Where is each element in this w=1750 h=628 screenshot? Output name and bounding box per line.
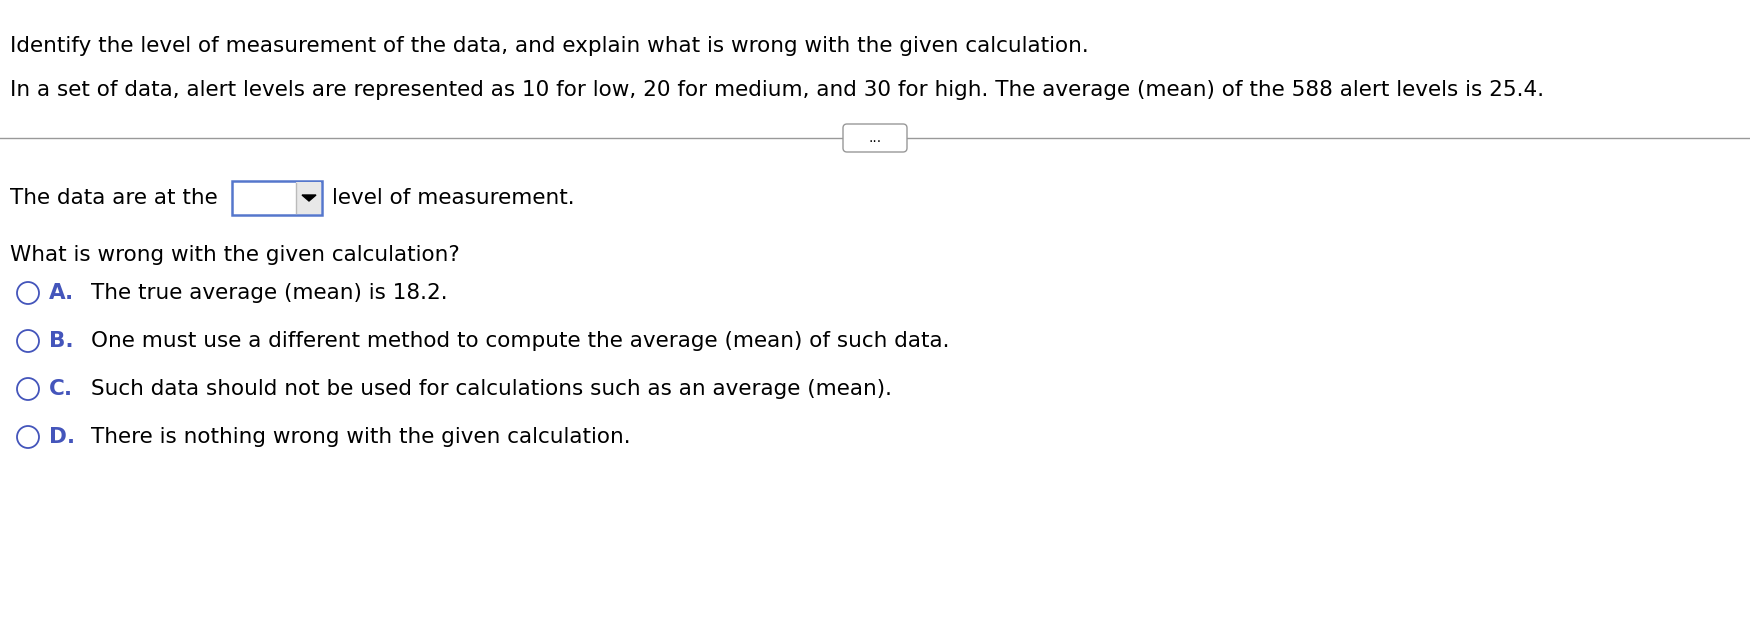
Text: The data are at the: The data are at the [10, 188, 217, 208]
Text: A.: A. [49, 283, 74, 303]
Text: ...: ... [868, 131, 882, 145]
Circle shape [18, 426, 38, 448]
Polygon shape [303, 195, 317, 201]
Text: D.: D. [49, 427, 75, 447]
Circle shape [18, 378, 38, 400]
Text: One must use a different method to compute the average (mean) of such data.: One must use a different method to compu… [91, 331, 950, 351]
Text: There is nothing wrong with the given calculation.: There is nothing wrong with the given ca… [91, 427, 630, 447]
Text: Such data should not be used for calculations such as an average (mean).: Such data should not be used for calcula… [91, 379, 892, 399]
Text: Identify the level of measurement of the data, and explain what is wrong with th: Identify the level of measurement of the… [10, 36, 1088, 56]
FancyBboxPatch shape [296, 182, 320, 214]
Text: B.: B. [49, 331, 74, 351]
Circle shape [18, 330, 38, 352]
Text: level of measurement.: level of measurement. [332, 188, 574, 208]
Text: The true average (mean) is 18.2.: The true average (mean) is 18.2. [91, 283, 448, 303]
FancyBboxPatch shape [844, 124, 906, 152]
Text: C.: C. [49, 379, 74, 399]
Circle shape [18, 282, 38, 304]
FancyBboxPatch shape [233, 181, 322, 215]
Text: What is wrong with the given calculation?: What is wrong with the given calculation… [10, 245, 460, 265]
Text: In a set of data, alert levels are represented as 10 for low, 20 for medium, and: In a set of data, alert levels are repre… [10, 80, 1544, 100]
